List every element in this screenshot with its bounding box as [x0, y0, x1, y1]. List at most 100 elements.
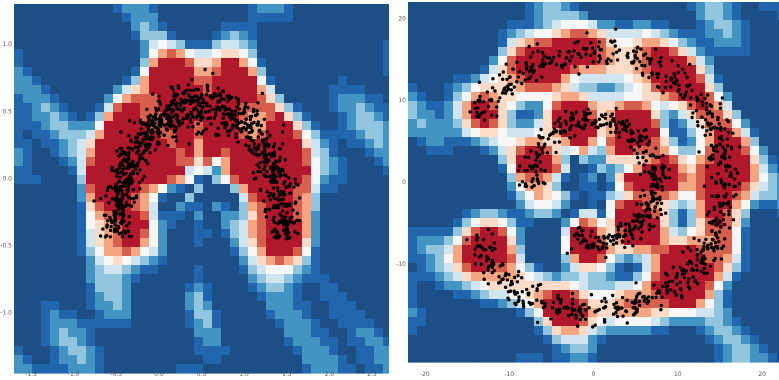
data-point: [157, 117, 161, 121]
contour-cell: [579, 308, 589, 318]
contour-cell: [95, 256, 105, 266]
contour-cell: [23, 22, 33, 32]
contour-cell: [453, 65, 463, 75]
contour-cell: [131, 229, 141, 239]
data-point: [186, 83, 190, 87]
contour-cell: [741, 47, 751, 57]
contour-cell: [77, 229, 87, 239]
x-tick-label: 0.5: [197, 371, 207, 378]
contour-cell: [77, 31, 87, 41]
contour-cell: [374, 292, 384, 302]
contour-cell: [723, 281, 733, 291]
contour-cell: [230, 76, 240, 86]
contour-cell: [311, 328, 321, 338]
data-point: [108, 228, 113, 233]
data-point: [297, 218, 302, 223]
contour-cell: [498, 101, 508, 111]
contour-cell: [615, 209, 625, 219]
contour-cell: [293, 274, 303, 284]
data-point: [702, 241, 706, 245]
contour-cell: [338, 355, 348, 365]
data-point: [120, 169, 124, 174]
contour-cell: [651, 200, 661, 210]
contour-cell: [516, 173, 526, 183]
contour-cell: [32, 310, 42, 320]
contour-cell: [41, 112, 51, 122]
contour-cell: [86, 202, 96, 212]
contour-cell: [498, 29, 508, 39]
contour-cell: [750, 272, 760, 282]
contour-cell: [462, 56, 472, 66]
contour-cell: [104, 247, 114, 257]
contour-cell: [365, 49, 375, 59]
contour-cell: [534, 254, 544, 264]
contour-cell: [615, 326, 625, 336]
data-point: [714, 216, 719, 220]
contour-cell: [329, 355, 339, 365]
contour-cell: [95, 49, 105, 59]
data-point: [509, 88, 513, 92]
contour-cell: [23, 220, 33, 230]
contour-cell: [480, 47, 490, 57]
contour-cell: [113, 13, 123, 23]
contour-cell: [525, 308, 535, 318]
data-point: [491, 77, 495, 81]
contour-cell: [383, 355, 389, 365]
contour-cell: [471, 56, 481, 66]
contour-cell: [642, 47, 652, 57]
data-point: [265, 136, 269, 141]
data-point: [139, 127, 143, 131]
contour-cell: [579, 344, 589, 354]
contour-cell: [732, 326, 742, 336]
contour-cell: [176, 256, 186, 266]
contour-cell: [329, 76, 339, 86]
contour-cell: [230, 4, 240, 14]
data-point: [157, 141, 161, 146]
contour-cell: [669, 335, 679, 345]
data-point: [574, 313, 578, 317]
contour-cell: [408, 74, 418, 84]
contour-cell: [768, 101, 778, 111]
contour-cell: [68, 112, 78, 122]
contour-cell: [23, 346, 33, 356]
contour-cell: [104, 283, 114, 293]
contour-cell: [516, 344, 526, 354]
data-point: [516, 299, 520, 304]
contour-cell: [453, 29, 463, 39]
contour-cell: [543, 209, 553, 219]
contour-cell: [498, 155, 508, 165]
contour-cell: [248, 166, 258, 176]
contour-cell: [624, 56, 634, 66]
data-point: [117, 166, 122, 170]
contour-cell: [113, 85, 123, 95]
contour-cell: [365, 292, 375, 302]
data-point: [120, 192, 125, 196]
contour-cell: [615, 245, 625, 255]
contour-cell: [669, 2, 679, 12]
contour-cell: [453, 11, 463, 21]
contour-cell: [507, 254, 517, 264]
contour-cell: [68, 40, 78, 50]
data-point: [681, 250, 685, 254]
contour-cell: [140, 22, 150, 32]
contour-cell: [275, 265, 285, 275]
contour-cell: [768, 236, 778, 246]
contour-cell: [417, 317, 427, 327]
contour-cell: [77, 310, 87, 320]
contour-cell: [723, 38, 733, 48]
contour-cell: [642, 83, 652, 93]
data-point: [705, 247, 710, 251]
contour-cell: [221, 247, 231, 257]
contour-cell: [768, 137, 778, 147]
contour-cell: [633, 38, 643, 48]
contour-cell: [383, 4, 389, 14]
contour-cell: [759, 227, 769, 237]
contour-cell: [122, 301, 132, 311]
contour-cell: [212, 13, 222, 23]
data-point: [272, 235, 277, 240]
contour-cell: [356, 67, 366, 77]
data-point: [229, 116, 233, 120]
data-point: [659, 64, 663, 68]
data-point: [680, 272, 685, 276]
contour-cell: [750, 83, 760, 93]
